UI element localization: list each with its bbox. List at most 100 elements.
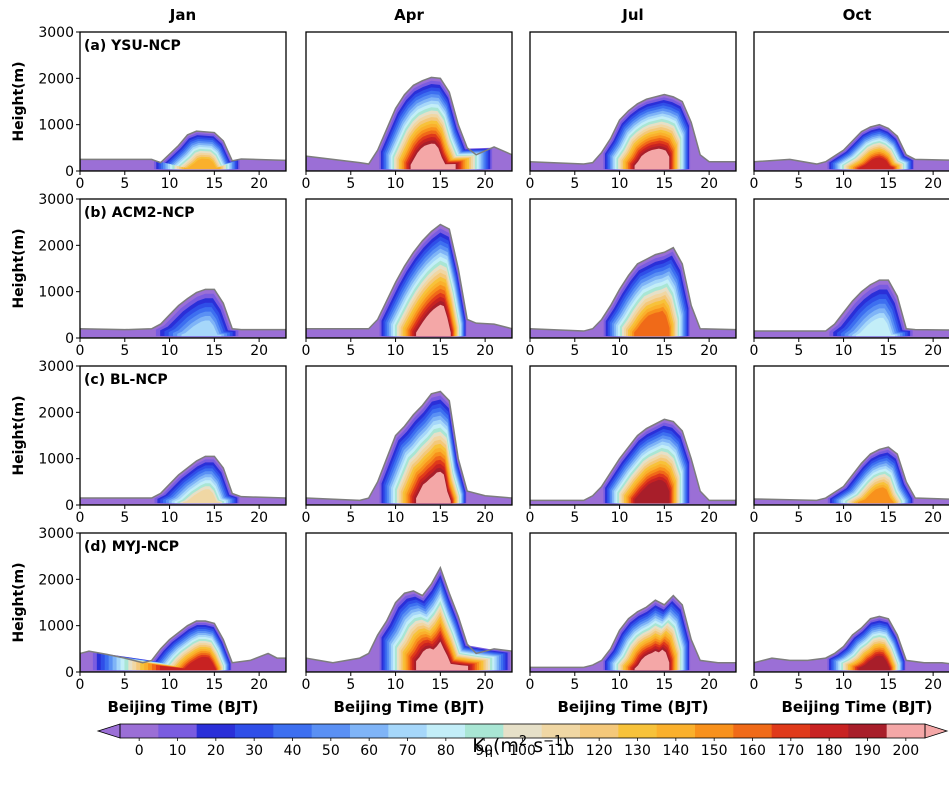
x-tick-label: 15 xyxy=(879,677,897,693)
panel-1-1: 0 5 10 15 20 xyxy=(302,198,513,359)
x-tick-label: 10 xyxy=(161,510,179,526)
x-tick-label: 10 xyxy=(161,176,179,192)
x-tick-label: 0 xyxy=(750,510,759,526)
colorbar-swatch xyxy=(235,724,274,738)
kh-contour-level xyxy=(416,471,451,504)
panel-2-0: 0 5 10 15 20 0 1000 2000 3000 Height(m) (c) BL-NCP xyxy=(11,359,287,526)
x-tick-label: 10 xyxy=(611,677,629,693)
y-tick-label: 2000 xyxy=(38,572,74,588)
y-axis-label: Height(m) xyxy=(11,228,27,308)
x-tick-label: 10 xyxy=(835,510,853,526)
cb-label-sub: h xyxy=(485,746,493,761)
pbl-outline xyxy=(530,594,736,672)
panel-1-0: 0 5 10 15 20 0 1000 2000 3000 Height(m) (b) ACM2-N… xyxy=(11,192,287,359)
x-tick-label: 5 xyxy=(794,176,803,192)
x-tick-label: 15 xyxy=(431,510,449,526)
colorbar-swatch xyxy=(503,724,543,738)
y-tick-label: 2000 xyxy=(38,238,74,254)
y-tick-label: 3000 xyxy=(38,192,74,208)
kh-contour-level xyxy=(858,655,890,671)
x-axis-label: Beijing Time (BJT) xyxy=(333,698,484,716)
x-tick-label: 10 xyxy=(611,510,629,526)
x-tick-label: 5 xyxy=(346,176,355,192)
axes-frame xyxy=(79,365,287,506)
x-tick-label: 0 xyxy=(526,677,535,693)
axes-frame xyxy=(753,198,949,339)
y-tick-label: 1000 xyxy=(38,285,74,301)
panel-body xyxy=(80,130,286,171)
colorbar-tick-label: 70 xyxy=(399,743,417,759)
panel-body xyxy=(754,615,949,672)
panel-3-3: 0 5 10 15 20 Beijing Time (BJT) xyxy=(750,532,949,716)
x-tick-label: 10 xyxy=(835,677,853,693)
x-tick-label: 20 xyxy=(476,343,494,359)
colorbar-tick-label: 0 xyxy=(135,743,144,759)
x-tick-label: 20 xyxy=(250,176,268,192)
colorbar-tick-label: 190 xyxy=(854,743,881,759)
pbl-outline xyxy=(80,288,286,338)
panel-body xyxy=(530,594,736,672)
x-tick-label: 10 xyxy=(387,510,405,526)
kh-contour-level xyxy=(634,479,670,504)
axes-frame xyxy=(529,198,737,339)
panel-body xyxy=(754,279,949,338)
x-tick-label: 15 xyxy=(431,677,449,693)
colorbar: 0 10 20 30 40 50 60 70 80 90 100 110 120 130 140 150 160… xyxy=(96,723,949,759)
x-tick-label: 10 xyxy=(611,343,629,359)
x-tick-label: 5 xyxy=(346,677,355,693)
panel-body xyxy=(306,223,512,338)
x-tick-label: 10 xyxy=(161,677,179,693)
pbl-outline xyxy=(530,93,736,171)
y-tick-label: 3000 xyxy=(38,359,74,375)
x-tick-label: 15 xyxy=(205,343,223,359)
y-tick-label: 1000 xyxy=(38,452,74,468)
x-tick-label: 20 xyxy=(924,176,942,192)
axes-frame xyxy=(79,198,287,339)
x-tick-label: 10 xyxy=(835,343,853,359)
cb-label-end: ) xyxy=(562,735,569,757)
x-axis-label: Beijing Time (BJT) xyxy=(107,698,258,716)
x-tick-label: 20 xyxy=(476,677,494,693)
y-axis-label: Height(m) xyxy=(11,61,27,141)
colorbar-tick-label: 30 xyxy=(245,743,263,759)
axes-frame xyxy=(529,532,737,673)
column-title-jan: Jan xyxy=(169,6,196,24)
panel-body xyxy=(80,455,286,505)
kh-contour-level xyxy=(183,158,220,170)
colorbar-swatch xyxy=(580,724,619,738)
panel-0-1: 0 5 10 15 20 xyxy=(302,31,513,192)
panel-label: (c) BL-NCP xyxy=(84,372,168,388)
colorbar-extend-min xyxy=(96,723,121,739)
x-tick-label: 20 xyxy=(476,510,494,526)
axes-frame xyxy=(79,31,287,172)
x-tick-label: 10 xyxy=(611,176,629,192)
colorbar-swatch xyxy=(656,724,696,738)
colorbar-tick-label: 130 xyxy=(624,743,651,759)
panel-0-3: 0 5 10 15 20 xyxy=(750,31,949,192)
x-tick-label: 5 xyxy=(120,510,129,526)
y-tick-label: 2000 xyxy=(38,405,74,421)
x-tick-label: 5 xyxy=(794,510,803,526)
panel-body xyxy=(306,565,512,672)
axes-frame xyxy=(79,532,287,673)
x-tick-label: 20 xyxy=(924,677,942,693)
colorbar-tick-label: 110 xyxy=(547,743,574,759)
kh-contour-level xyxy=(857,487,894,504)
x-tick-label: 20 xyxy=(476,176,494,192)
x-tick-label: 20 xyxy=(924,343,942,359)
pbl-outline xyxy=(754,446,949,505)
panel-0-2: 0 5 10 15 20 xyxy=(526,31,737,192)
panel-body xyxy=(530,246,736,338)
x-tick-label: 5 xyxy=(570,510,579,526)
y-tick-label: 0 xyxy=(65,665,74,681)
colorbar-tick-label: 200 xyxy=(892,743,919,759)
kh-contour-level xyxy=(416,641,469,671)
panel-2-3: 0 5 10 15 20 xyxy=(750,365,949,526)
panel-2-2: 0 5 10 15 20 xyxy=(526,365,737,526)
kh-contour-level xyxy=(159,656,216,671)
x-tick-label: 15 xyxy=(655,677,673,693)
colorbar-tick-label: 170 xyxy=(777,743,804,759)
x-tick-label: 5 xyxy=(570,677,579,693)
kh-contour-level xyxy=(634,649,670,671)
